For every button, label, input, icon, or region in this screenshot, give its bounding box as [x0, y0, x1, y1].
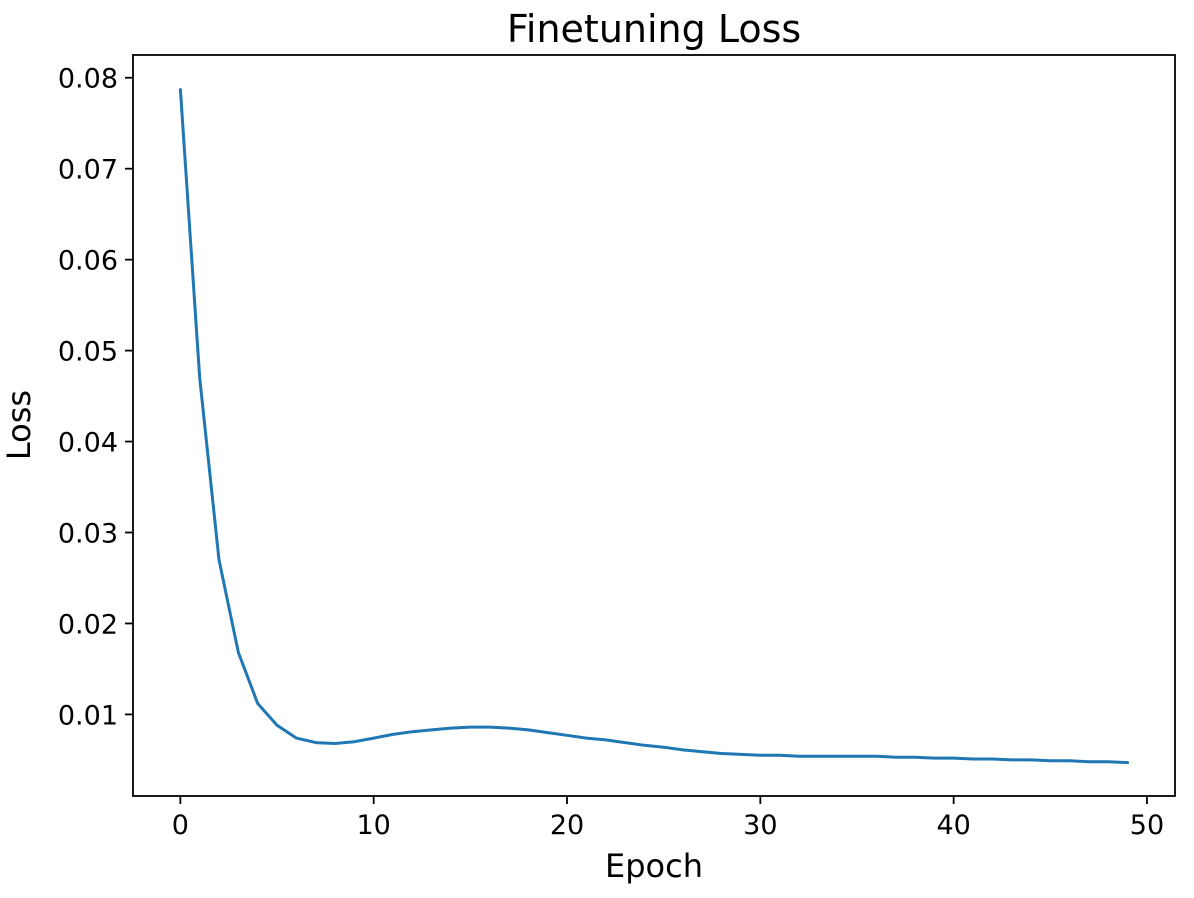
y-tick-label: 0.01: [58, 700, 118, 731]
axes-frame: [132, 54, 1176, 797]
loss-curve: [178, 88, 1130, 765]
loss-curve-group: [178, 88, 1130, 765]
y-tick-label: 0.03: [58, 519, 118, 550]
y-tick-label: 0.06: [58, 246, 118, 277]
x-tick-label: 30: [743, 810, 777, 841]
y-tick-label: 0.02: [58, 609, 118, 640]
y-axis-ticks: 0.01 0.02 0.03 0.04 0.05 0.06 0.07 0.08: [58, 64, 133, 731]
x-tick-label: 50: [1130, 810, 1164, 841]
y-tick-label: 0.08: [58, 64, 118, 95]
x-axis-label: Epoch: [605, 847, 703, 885]
y-tick-label: 0.07: [58, 155, 118, 186]
chart-title: Finetuning Loss: [507, 7, 801, 51]
x-tick-label: 40: [936, 810, 970, 841]
y-axis-label: Loss: [0, 390, 38, 460]
x-tick-label: 20: [550, 810, 584, 841]
y-tick-label: 0.04: [58, 428, 118, 459]
x-tick-label: 10: [357, 810, 391, 841]
x-tick-label: 0: [172, 810, 189, 841]
x-axis-ticks: 0 10 20 30 40 50: [172, 796, 1164, 841]
y-tick-label: 0.05: [58, 337, 118, 368]
